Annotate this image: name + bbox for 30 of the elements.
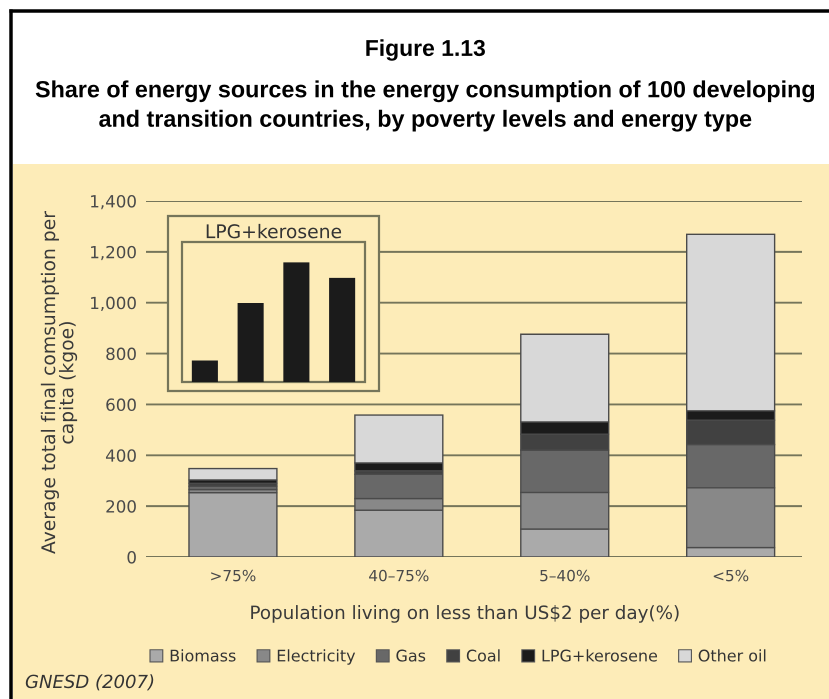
bar (283, 262, 310, 382)
chart-title: LPG+kerosene (206, 224, 342, 238)
y-tick-label: 200 (106, 500, 136, 513)
text: GNESD (2007) (26, 674, 154, 690)
x-tick-label: <5% (714, 570, 748, 582)
y-tick-label: 800 (106, 348, 136, 360)
y-tick-label: 1,200 (91, 246, 136, 260)
bar (238, 303, 264, 382)
x-tick-label: >75% (211, 570, 256, 582)
y-axis-title: Average total final comsumption per capita (kgoe) (40, 211, 78, 554)
y-tick-label: 400 (106, 449, 136, 462)
legend-label: Coal (466, 649, 500, 662)
y-tick-label: 0 (127, 550, 136, 564)
legend-label: Other oil (698, 649, 766, 662)
y-tick-label: 1,000 (91, 296, 136, 311)
x-tick-label: 40–75% (369, 570, 429, 582)
bar (192, 360, 218, 382)
legend-label: Gas (396, 650, 426, 662)
y-tick-label: 1,400 (91, 194, 136, 210)
y-tick-label: 600 (106, 398, 136, 411)
chart-subtitle: Share of energy sources in the energy consumption of 100 developing and transition countries, by poverty levels and energy type (36, 80, 814, 132)
x-tick-label: 5–40% (540, 570, 590, 582)
bar (188, 492, 278, 557)
legend-label: Biomass (170, 649, 236, 662)
bar (188, 468, 278, 481)
chart-title: Figure 1.13 (366, 39, 485, 61)
legend-label: Electricity (278, 649, 356, 665)
legend-label: LPG+kerosene (542, 649, 658, 662)
x-axis-title: Population living on less than US$2 per day(%) (251, 605, 679, 623)
bar (329, 278, 356, 382)
